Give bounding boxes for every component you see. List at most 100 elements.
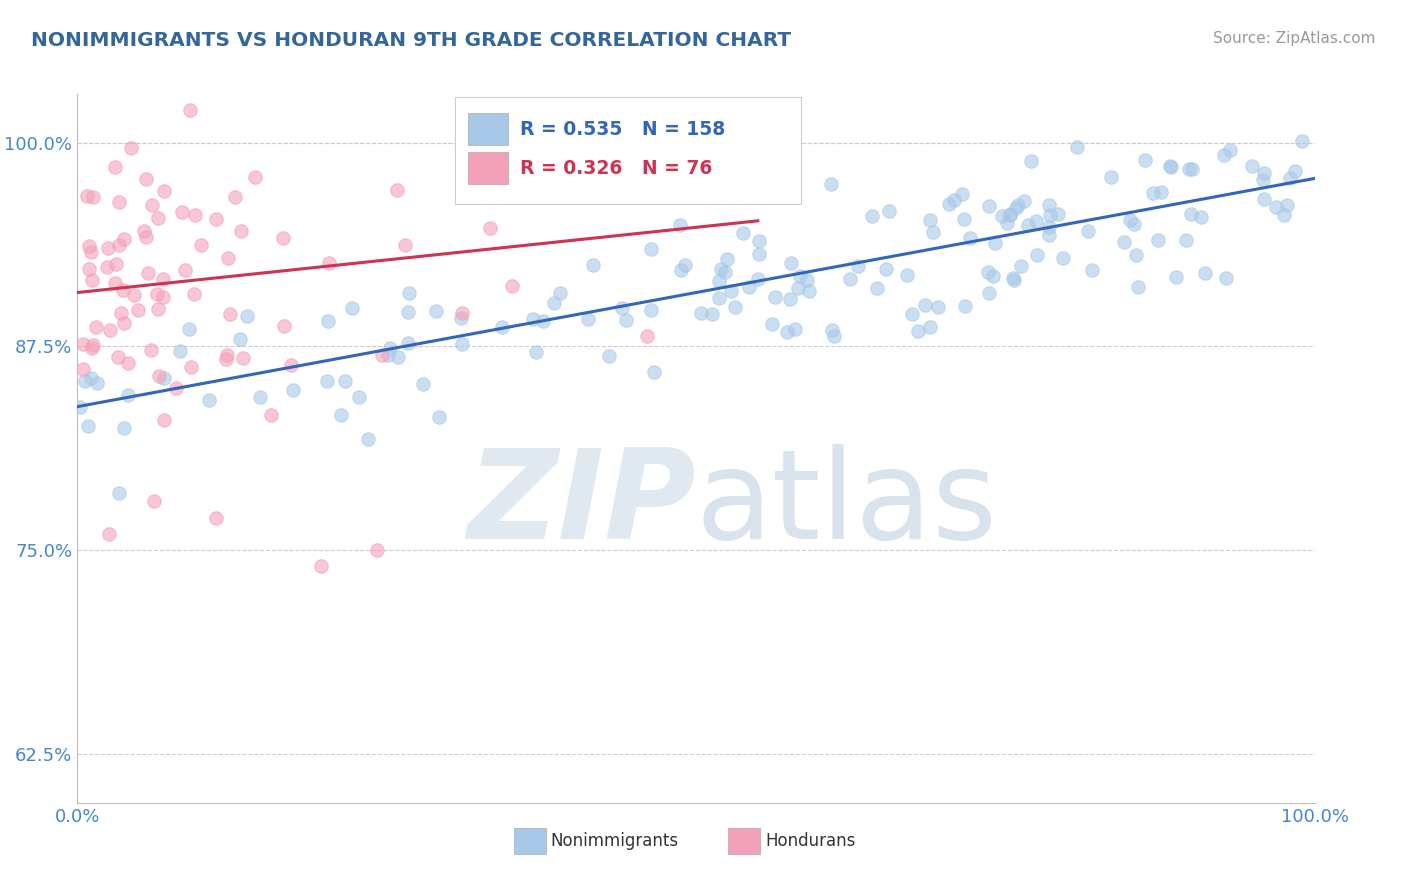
Point	[179, 322, 201, 336]
Point	[1164, 270, 1187, 285]
Point	[796, 272, 818, 286]
Point	[169, 343, 191, 358]
Point	[1181, 162, 1204, 177]
Point	[846, 260, 869, 274]
Point	[614, 312, 637, 326]
Point	[582, 258, 605, 272]
Point	[396, 305, 419, 319]
Point	[215, 352, 238, 367]
Point	[450, 311, 472, 326]
Point	[387, 350, 409, 364]
Point	[1284, 164, 1306, 178]
Point	[1215, 271, 1237, 285]
Point	[907, 324, 929, 338]
Point	[342, 301, 364, 316]
Point	[153, 371, 176, 385]
FancyBboxPatch shape	[454, 97, 801, 203]
Point	[914, 298, 936, 312]
Point	[387, 183, 409, 197]
Text: Source: ZipAtlas.com: Source: ZipAtlas.com	[1212, 31, 1375, 46]
Point	[127, 302, 149, 317]
Point	[748, 247, 770, 261]
Point	[710, 261, 733, 276]
Point	[183, 286, 205, 301]
Point	[148, 301, 170, 316]
Point	[995, 216, 1018, 230]
Point	[1019, 153, 1042, 168]
Point	[860, 209, 883, 223]
Point	[398, 336, 420, 351]
Point	[1278, 171, 1301, 186]
Point	[668, 218, 690, 232]
Point	[900, 307, 922, 321]
Point	[1178, 161, 1201, 176]
Text: Nonimmigrants: Nonimmigrants	[550, 832, 678, 850]
Point	[232, 351, 254, 365]
Point	[1219, 143, 1241, 157]
Text: atlas: atlas	[696, 444, 998, 566]
Point	[1038, 227, 1060, 242]
Text: R = 0.326   N = 76: R = 0.326 N = 76	[520, 159, 713, 178]
Text: NONIMMIGRANTS VS HONDURAN 9TH GRADE CORRELATION CHART: NONIMMIGRANTS VS HONDURAN 9TH GRADE CORR…	[31, 31, 792, 50]
Text: Hondurans: Hondurans	[765, 832, 856, 850]
Point	[112, 232, 135, 246]
FancyBboxPatch shape	[728, 829, 761, 854]
Point	[77, 262, 100, 277]
Point	[243, 169, 266, 184]
Point	[104, 160, 127, 174]
Point	[1039, 208, 1062, 222]
Point	[143, 494, 166, 508]
Point	[783, 322, 806, 336]
Point	[152, 289, 174, 303]
Point	[72, 361, 94, 376]
Point	[501, 279, 523, 293]
Point	[205, 212, 228, 227]
Point	[136, 266, 159, 280]
Point	[921, 225, 943, 239]
Point	[998, 208, 1021, 222]
Point	[108, 486, 131, 500]
Point	[1038, 219, 1060, 234]
Point	[548, 286, 571, 301]
Point	[117, 388, 139, 402]
Point	[366, 543, 388, 558]
Point	[139, 343, 162, 358]
Point	[724, 300, 747, 314]
Point	[918, 320, 941, 334]
Point	[789, 269, 811, 284]
Point	[1010, 259, 1032, 273]
Point	[80, 371, 103, 385]
Point	[249, 390, 271, 404]
Point	[117, 355, 139, 369]
Point	[1007, 197, 1029, 211]
Point	[347, 390, 370, 404]
Point	[280, 358, 302, 372]
Point	[779, 292, 801, 306]
Point	[236, 309, 259, 323]
Point	[153, 184, 176, 198]
Point	[526, 345, 548, 359]
Point	[950, 187, 973, 202]
Point	[761, 318, 783, 332]
Point	[205, 510, 228, 524]
Point	[104, 276, 127, 290]
Point	[1213, 148, 1236, 162]
Point	[316, 374, 339, 388]
FancyBboxPatch shape	[468, 112, 508, 145]
Point	[1025, 214, 1047, 228]
Point	[977, 199, 1000, 213]
Point	[370, 347, 392, 361]
Point	[1291, 135, 1313, 149]
Point	[425, 303, 447, 318]
Point	[820, 177, 842, 191]
Point	[1149, 185, 1171, 199]
Point	[953, 299, 976, 313]
Point	[1189, 211, 1212, 225]
Point	[318, 256, 340, 270]
Point	[700, 307, 723, 321]
Point	[479, 220, 502, 235]
Point	[643, 365, 665, 379]
Point	[82, 338, 104, 352]
Point	[1142, 186, 1164, 200]
Point	[77, 418, 100, 433]
